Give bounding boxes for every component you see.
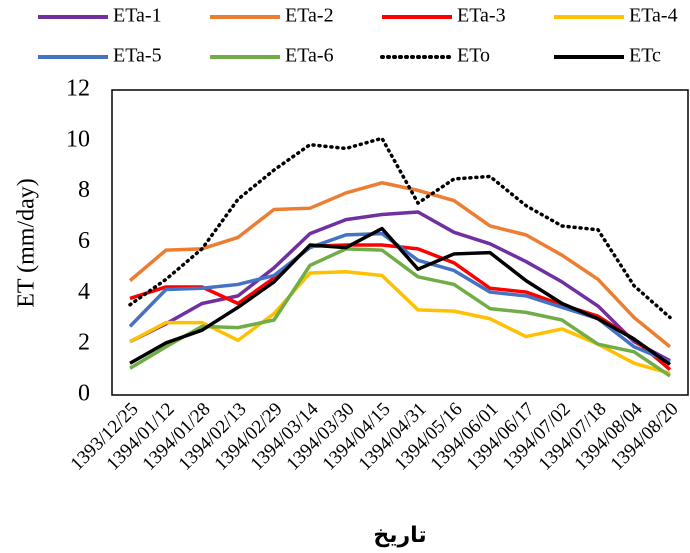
y-tick-label: 12 <box>66 76 90 102</box>
legend-label: ETa-6 <box>285 45 334 67</box>
legend-label: ETa-1 <box>113 5 162 27</box>
y-axis-label: ET (mm/day) <box>14 178 40 308</box>
series-line <box>129 210 671 363</box>
legend-label: ETo <box>457 45 490 67</box>
series-line <box>129 247 671 378</box>
series-line <box>129 269 671 376</box>
legend-label: ETa-4 <box>629 5 678 27</box>
x-axis-label: تاریخ <box>373 523 426 548</box>
legend-label: ETc <box>629 45 661 67</box>
plot-border <box>111 89 689 396</box>
y-tick-label: 10 <box>66 126 90 152</box>
y-tick-label: 6 <box>78 228 90 254</box>
legend-label: ETa-3 <box>457 5 506 27</box>
y-tick-label: 4 <box>78 279 90 305</box>
legend-label: ETa-2 <box>285 5 334 27</box>
series-line <box>128 231 671 364</box>
legend-label: ETa-5 <box>113 45 162 67</box>
y-tick-label: 8 <box>78 177 90 203</box>
y-tick-label: 0 <box>78 381 90 407</box>
series-line <box>129 226 672 366</box>
series-line <box>128 181 672 349</box>
series-line <box>128 136 672 320</box>
y-tick-label: 2 <box>78 330 90 356</box>
